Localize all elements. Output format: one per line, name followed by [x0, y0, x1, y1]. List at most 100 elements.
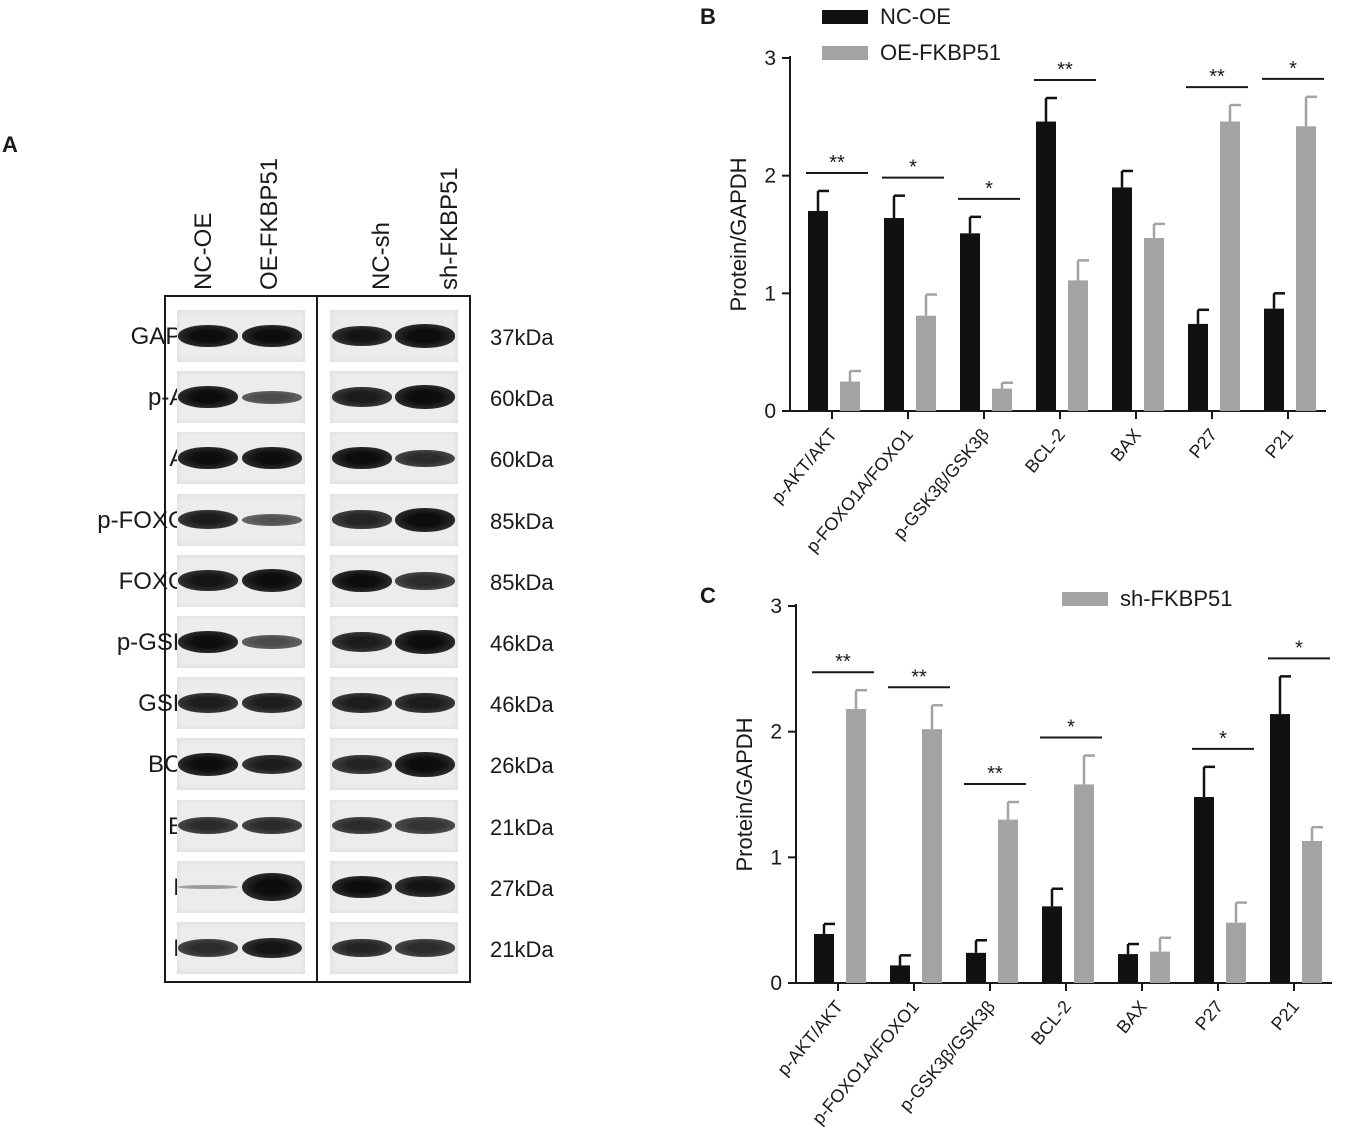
- kda-label: 26kDa: [490, 753, 554, 779]
- panel-a-label: A: [2, 132, 18, 157]
- x-tick-label: BAX: [1113, 997, 1151, 1037]
- blot-band: [395, 507, 455, 532]
- legend-swatch: [822, 10, 868, 24]
- bar: [890, 965, 910, 983]
- y-tick-label: 0: [764, 400, 776, 423]
- blot-band: [178, 816, 238, 835]
- x-tick-label: P21: [1267, 997, 1303, 1034]
- blot-band: [242, 513, 302, 526]
- chart-c: 0123Protein/GAPDHp-AKT/AKT**p-FOXO1A/FOX…: [732, 586, 1332, 1128]
- blot-band: [332, 387, 392, 408]
- bar: [1150, 951, 1170, 983]
- bar: [1302, 840, 1322, 983]
- kda-label: 46kDa: [490, 631, 554, 656]
- blot-band: [242, 816, 302, 835]
- legend-label: OE-FKBP51: [880, 40, 1001, 65]
- kda-label: 85kDa: [490, 508, 554, 534]
- x-tick-label: BCL-2: [1021, 425, 1069, 477]
- blot-band: [332, 693, 392, 714]
- blot-divider: [316, 295, 318, 983]
- x-tick-label: P27: [1185, 425, 1221, 462]
- blot-band: [332, 875, 392, 898]
- bar: [1036, 121, 1056, 411]
- lane-label-nc-oe: NC-OE: [190, 212, 217, 290]
- kda-label: 85kDa: [490, 569, 554, 595]
- blot-band: [242, 693, 302, 714]
- legend-label: NC-OE: [880, 4, 951, 29]
- blot-band: [395, 693, 455, 714]
- kda-label: 60kDa: [490, 386, 554, 412]
- kda-label: 46kDa: [490, 692, 554, 718]
- y-axis-label: Protein/GAPDH: [726, 157, 751, 311]
- bar: [846, 709, 866, 983]
- bar: [1068, 280, 1088, 411]
- bar: [916, 315, 936, 411]
- bar: [1074, 784, 1094, 983]
- significance-mark: **: [1057, 59, 1073, 81]
- blot-band: [242, 754, 302, 775]
- y-axis-label: Protein/GAPDH: [732, 717, 757, 871]
- blot-band: [332, 569, 392, 592]
- legend-swatch: [1062, 592, 1108, 606]
- y-tick-label: 3: [764, 47, 776, 70]
- y-tick-label: 1: [764, 282, 776, 305]
- bar: [998, 819, 1018, 983]
- bar: [808, 210, 828, 411]
- bar: [1042, 906, 1062, 983]
- legend-swatch: [822, 46, 868, 60]
- bar: [1118, 954, 1138, 983]
- blot-band: [332, 325, 392, 347]
- blot-band: [178, 884, 238, 889]
- bar: [1220, 121, 1240, 411]
- bar: [1194, 797, 1214, 983]
- bar: [1112, 187, 1132, 411]
- blot-band: [395, 324, 455, 348]
- blot-band: [242, 569, 302, 593]
- lane-label-sh-fkbp51: sh-FKBP51: [436, 167, 463, 290]
- blot-band: [395, 817, 455, 834]
- panel-b-label: B: [700, 4, 716, 29]
- kda-label: 21kDa: [490, 814, 554, 840]
- x-tick-label: BCL-2: [1027, 997, 1075, 1049]
- blot-band: [178, 509, 238, 530]
- kda-label: 27kDa: [490, 875, 554, 901]
- blot-band: [395, 876, 455, 898]
- blot-band: [242, 390, 302, 404]
- blot-band: [242, 937, 302, 959]
- blot-band: [395, 385, 455, 410]
- blot-band: [178, 447, 238, 470]
- x-tick-label: P27: [1191, 997, 1227, 1034]
- x-tick-label: p-AKT/AKT: [767, 425, 841, 508]
- blot-band: [332, 632, 392, 652]
- blot-band: [178, 693, 238, 714]
- kda-label: 37kDa: [490, 325, 554, 350]
- blot-band: [332, 816, 392, 835]
- blot-band: [332, 447, 392, 470]
- kda-label: 21kDa: [490, 937, 554, 962]
- x-tick-label: p-AKT/AKT: [773, 997, 847, 1080]
- bar: [840, 381, 860, 411]
- lane-label-nc-sh: NC-sh: [368, 221, 395, 290]
- significance-mark: **: [1209, 66, 1225, 88]
- blot-band: [178, 939, 238, 957]
- bar: [814, 933, 834, 983]
- bar: [1264, 308, 1284, 411]
- blot-band: [395, 572, 455, 590]
- y-tick-label: 2: [770, 721, 782, 744]
- bar: [992, 388, 1012, 411]
- bar: [922, 729, 942, 983]
- kda-label: 60kDa: [490, 447, 554, 473]
- blot-band: [242, 447, 302, 470]
- y-tick-label: 0: [770, 972, 782, 995]
- blot-band: [178, 752, 238, 776]
- blot-band: [242, 635, 302, 649]
- bar: [1270, 714, 1290, 983]
- chart-b: 0123Protein/GAPDHp-AKT/AKT**p-FOXO1A/FOX…: [726, 4, 1326, 556]
- significance-mark: **: [911, 666, 927, 688]
- x-tick-label: BAX: [1107, 425, 1145, 465]
- bar: [1226, 922, 1246, 983]
- significance-mark: *: [985, 178, 993, 200]
- panel-c-label: C: [700, 583, 716, 608]
- significance-mark: **: [987, 763, 1003, 785]
- y-tick-label: 2: [764, 165, 776, 188]
